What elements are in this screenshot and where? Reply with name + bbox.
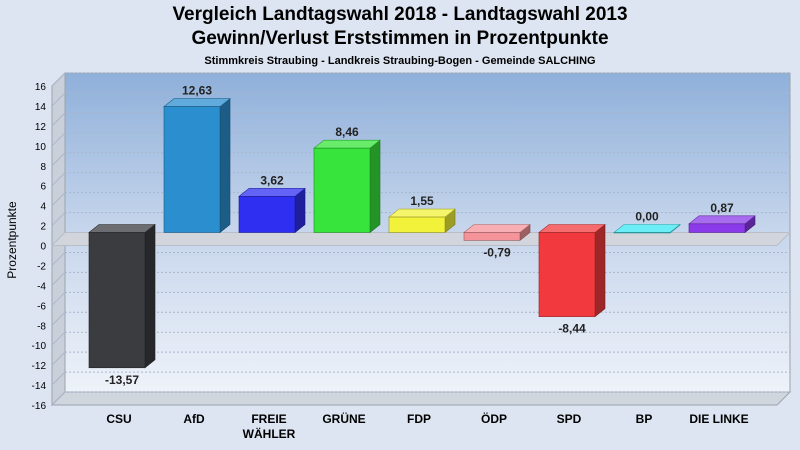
x-tick-label: CSU	[106, 412, 131, 426]
grid-line-side	[51, 252, 66, 266]
grid-line-side	[51, 371, 66, 386]
bar	[538, 232, 596, 317]
data-label: -13,57	[105, 373, 139, 387]
y-tick-label: -14	[32, 381, 47, 392]
bar-side	[594, 223, 606, 318]
bar	[688, 223, 746, 233]
bar	[463, 232, 521, 241]
x-tick-label: FREIE	[251, 412, 286, 426]
y-tick-label: 16	[35, 82, 47, 93]
bar-top	[163, 98, 231, 107]
data-label: 3,62	[260, 173, 284, 187]
plot-floor	[50, 391, 792, 406]
bar-top	[688, 215, 756, 225]
x-tick-label: GRÜNE	[322, 411, 365, 426]
y-tick-label: 8	[40, 162, 46, 173]
grid-line-side	[51, 92, 66, 107]
y-tick-label: 6	[40, 182, 46, 193]
data-label: -8,44	[558, 322, 586, 336]
y-tick-label: -2	[37, 261, 46, 272]
y-tick-label: -10	[32, 341, 47, 352]
bar-top	[88, 224, 156, 233]
data-label: 0,00	[635, 210, 659, 224]
grid-line-side	[51, 391, 66, 406]
grid-line-side	[51, 72, 66, 87]
y-tick-label: -16	[32, 401, 47, 412]
data-label: 12,63	[182, 84, 212, 98]
bar	[613, 232, 671, 234]
grid-line-side	[51, 192, 66, 206]
chart-title: Vergleich Landtagswahl 2018 - Landtagswa…	[172, 4, 628, 25]
bar-top	[388, 208, 456, 218]
data-label: 1,55	[410, 194, 434, 208]
grid-line-side	[51, 212, 66, 226]
y-tick-label: 10	[35, 142, 47, 153]
bar-side	[144, 223, 156, 369]
grid-line-side	[51, 152, 66, 167]
bar	[88, 232, 146, 369]
zero-plane	[50, 232, 792, 246]
bar	[238, 196, 296, 233]
data-label: -0,79	[483, 245, 511, 259]
x-tick-label: DIE LINKE	[689, 412, 748, 426]
y-tick-label: -4	[37, 281, 46, 292]
grid-line-side	[51, 132, 66, 147]
x-tick-label: WÄHLER	[243, 426, 296, 441]
grid-line-side	[51, 291, 66, 306]
y-tick-label: -6	[37, 301, 46, 312]
bar-top	[613, 224, 681, 233]
grid-line-side	[51, 272, 66, 286]
y-tick-label: 2	[40, 222, 46, 233]
chart-caption: Stimmkreis Straubing - Landkreis Straubi…	[204, 55, 596, 67]
y-tick-label: 0	[40, 242, 46, 253]
grid-line-side	[51, 112, 66, 127]
bar	[388, 216, 446, 233]
grid-line-side	[51, 331, 66, 346]
x-tick-label: AfD	[183, 412, 205, 426]
x-tick-label: ÖDP	[481, 411, 507, 426]
y-tick-label: 12	[35, 122, 47, 133]
chart-subtitle: Gewinn/Verlust Erststimmen in Prozentpun…	[191, 28, 609, 49]
y-tick-label: 4	[40, 202, 46, 213]
bar-top	[538, 224, 606, 233]
x-tick-label: BP	[636, 412, 653, 426]
grid-line-side	[51, 311, 66, 326]
data-label: 0,87	[710, 201, 734, 215]
y-tick-label: 14	[35, 102, 47, 113]
bar	[313, 147, 371, 233]
y-tick-label: -12	[32, 361, 47, 372]
data-label: 8,46	[335, 125, 359, 139]
grid-line-side	[51, 172, 66, 187]
x-tick-label: SPD	[557, 412, 582, 426]
bar-top	[313, 139, 381, 149]
x-tick-label: FDP	[407, 412, 431, 426]
bar-top	[463, 224, 531, 233]
bar-top	[238, 188, 306, 197]
y-tick-label: -8	[37, 321, 46, 332]
bar-side	[369, 139, 381, 234]
bar-side	[219, 97, 231, 234]
bar	[163, 106, 221, 233]
grid-line-side	[51, 351, 66, 366]
